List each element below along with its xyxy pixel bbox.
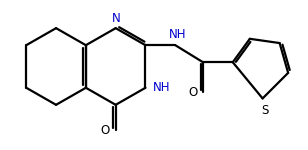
Text: N: N bbox=[112, 12, 121, 25]
Text: S: S bbox=[261, 103, 268, 117]
Text: O: O bbox=[100, 124, 109, 137]
Text: O: O bbox=[188, 85, 198, 99]
Text: NH: NH bbox=[169, 28, 186, 41]
Text: NH: NH bbox=[153, 81, 171, 94]
